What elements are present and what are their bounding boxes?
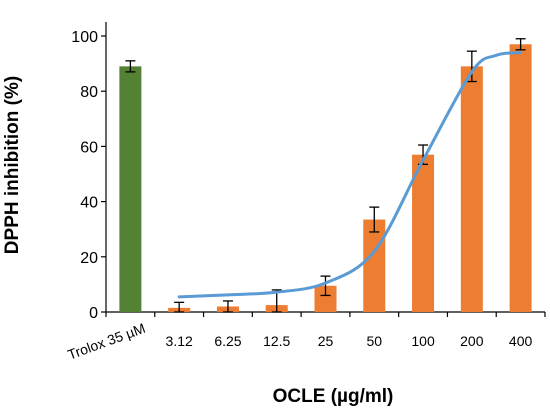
y-tick-label: 80 — [80, 84, 98, 101]
bars — [119, 44, 532, 312]
trend-line-group — [177, 51, 523, 299]
x-tick-label: 200 — [460, 333, 484, 349]
x-tick-label: 12.5 — [263, 333, 290, 349]
y-axis-title: DPPH inhibition (%) — [2, 76, 23, 254]
error-bar — [125, 60, 136, 73]
error-bar — [369, 206, 380, 233]
bar — [363, 219, 386, 312]
x-tick-label: Trolox 35 µM — [65, 320, 147, 363]
x-tick-labels: Trolox 35 µM 3.12 6.25 12.5 25 50 100 200 400 — [65, 320, 532, 363]
y-tick-labels: 0 20 40 60 80 100 — [71, 29, 98, 322]
error-bar — [515, 38, 526, 51]
x-tick-label: 100 — [411, 333, 435, 349]
error-bar — [174, 301, 185, 313]
x-axis-title: OCLE (µg/ml) — [273, 386, 394, 407]
bar — [119, 66, 142, 312]
error-bar — [466, 50, 477, 83]
x-tick-label: 400 — [509, 333, 533, 349]
x-tick-label: 25 — [318, 333, 334, 349]
error-bars — [125, 38, 526, 313]
y-tick-label: 40 — [80, 195, 98, 212]
y-tick-label: 100 — [71, 29, 98, 46]
x-tick-label: 50 — [366, 333, 382, 349]
error-bar — [222, 300, 233, 313]
y-tick-label: 20 — [80, 250, 98, 267]
trend-line — [177, 51, 523, 299]
y-tick-label: 60 — [80, 139, 98, 156]
bar — [509, 44, 532, 312]
y-tick-label: 0 — [89, 305, 98, 322]
bar — [314, 285, 337, 312]
error-bar — [320, 275, 331, 297]
bar — [412, 154, 435, 312]
x-tick-label: 3.12 — [166, 333, 193, 349]
x-tick-label: 6.25 — [214, 333, 241, 349]
bar — [460, 66, 483, 312]
